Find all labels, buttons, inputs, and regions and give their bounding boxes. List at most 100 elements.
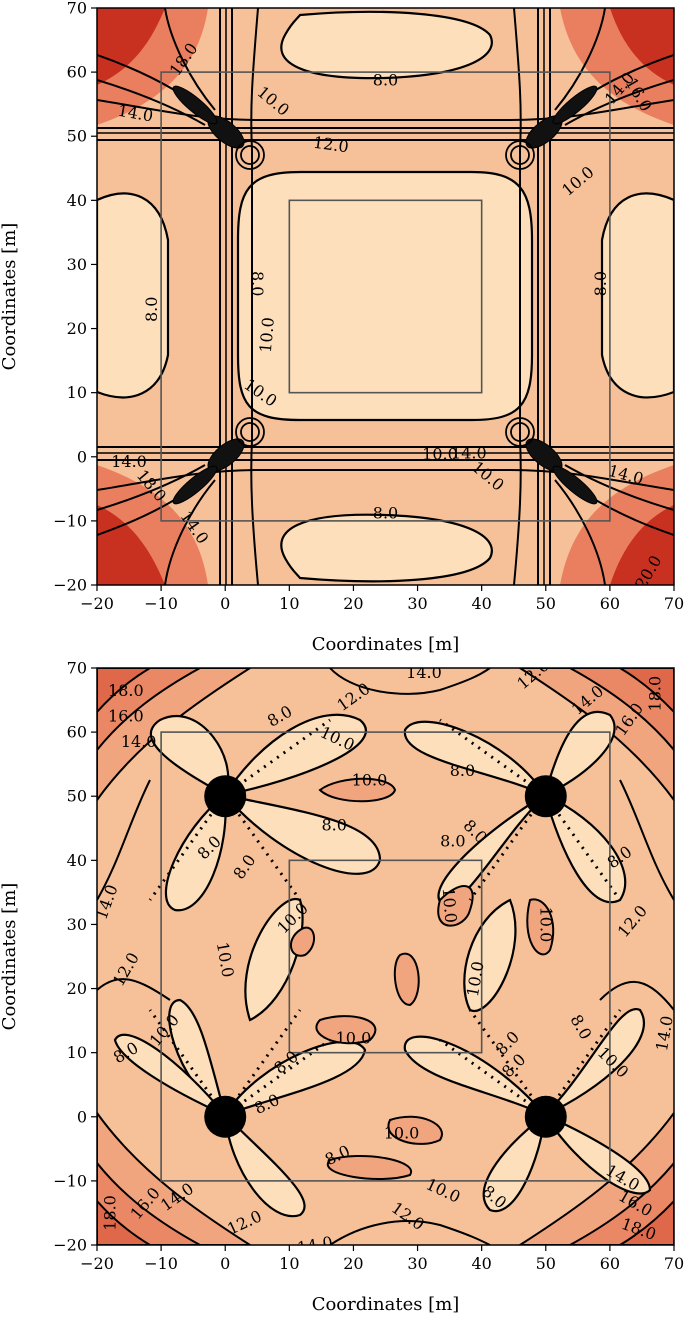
top-y-tick-label-6: 40 <box>67 191 87 210</box>
top-contour-label-16: 14.0 <box>111 452 147 471</box>
bottom-dotted-lines <box>148 718 622 1117</box>
bottom-contour-label-36: 14.0 <box>652 1014 677 1052</box>
bottom-x-tick-label-8: 60 <box>600 1254 620 1273</box>
top-y-tick-label-5: 30 <box>67 255 87 274</box>
top-frames <box>160 71 611 522</box>
bottom-contour-label-9: 8.0 <box>321 816 346 835</box>
bottom-frame-0 <box>160 731 611 1182</box>
bottom-y-tick-label-0: −20 <box>53 1236 87 1255</box>
bottom-x-tick-label-4: 20 <box>343 1254 363 1273</box>
top-x-tick-label-4: 20 <box>343 594 363 613</box>
bottom-y-tick-label-1: −10 <box>53 1171 87 1190</box>
top-contour-label-4: 8.0 <box>591 271 610 296</box>
top-contour-label-13: 14.0 <box>451 443 487 462</box>
bottom-x-tick-label-7: 50 <box>536 1254 556 1273</box>
top-contour-field: 8.08.08.08.08.010.010.010.010.010.010.01… <box>97 8 674 585</box>
bottom-contour-label-37: 10.0 <box>384 1123 420 1142</box>
top-frame-1 <box>288 199 483 394</box>
top-north-low-region <box>280 10 493 80</box>
bottom-frame-1 <box>288 859 483 1054</box>
bottom-y-tick-label-5: 30 <box>67 915 87 934</box>
top-y-tick-label-0: −20 <box>53 576 87 595</box>
bottom-y-axis-title: Coordinates [m] <box>0 883 20 1031</box>
bottom-source-0 <box>204 775 247 818</box>
top-contour-label-1: 8.0 <box>373 504 398 523</box>
bottom-y-tick-label-9: 70 <box>67 659 87 678</box>
top-corner-tl-inner <box>97 8 165 85</box>
top-corner-regions <box>97 8 674 585</box>
bottom-y-tick-label-6: 40 <box>67 851 87 870</box>
bottom-contour-label-46: 18.0 <box>100 1195 119 1231</box>
bottom-y-tick-label-7: 50 <box>67 787 87 806</box>
bottom-ticks: −20 −10 0 10 20 30 40 50 60 70 −20 −10 0 10 20 30 40 50 60… <box>53 659 684 1274</box>
top-x-tick-label-6: 40 <box>471 594 491 613</box>
bottom-contour-label-7: 10.0 <box>352 771 388 790</box>
top-contour-label-11: 12.0 <box>312 133 350 157</box>
top-source-lobes <box>172 85 598 505</box>
top-corner-tr-inner <box>610 8 674 85</box>
top-axes-box <box>96 7 675 586</box>
top-x-tick-label-7: 50 <box>536 594 556 613</box>
bottom-corner-bands <box>97 668 674 1245</box>
top-west-low-region <box>97 192 170 399</box>
bottom-contour-label-21: 10.0 <box>536 907 555 943</box>
bottom-y-tick-label-2: 0 <box>77 1107 87 1126</box>
panel-bottom: 18.016.014.08.012.014.010.010.08.08.08.0… <box>0 659 684 1316</box>
bottom-contour-field: 18.016.014.08.012.014.010.010.08.08.08.0… <box>97 663 677 1245</box>
bottom-contour-label-17: 18.0 <box>645 676 664 712</box>
top-x-tick-label-8: 60 <box>600 594 620 613</box>
top-source-rings <box>235 140 535 447</box>
top-corner-bl-inner <box>97 505 165 585</box>
top-contour-label-2: 8.0 <box>248 271 267 296</box>
top-y-tick-label-4: 20 <box>67 319 87 338</box>
top-low-regions <box>97 10 674 583</box>
bottom-x-tick-label-9: 70 <box>664 1254 684 1273</box>
bottom-contour-label-8: 8.0 <box>450 761 475 780</box>
top-x-axis-title: Coordinates [m] <box>312 634 460 655</box>
bottom-source-3 <box>524 1095 567 1138</box>
bottom-contour-label-0: 18.0 <box>108 681 144 700</box>
bottom-source-1 <box>524 775 567 818</box>
bottom-contour-label-5: 14.0 <box>406 663 442 682</box>
top-x-tick-label-2: 0 <box>220 594 230 613</box>
top-x-tick-label-0: −20 <box>80 594 114 613</box>
bottom-contour-label-29: 10.0 <box>336 1028 372 1047</box>
top-contour-label-6: 10.0 <box>256 316 278 353</box>
bottom-contour-label-12: 8.0 <box>440 832 465 851</box>
bottom-x-tick-label-3: 10 <box>279 1254 299 1273</box>
bottom-contour-label-20: 10.0 <box>439 887 461 924</box>
top-frame-0 <box>160 71 611 522</box>
bottom-contour-label-1: 16.0 <box>108 707 144 726</box>
bottom-source-2 <box>204 1095 247 1138</box>
top-x-tick-label-1: −10 <box>144 594 178 613</box>
top-x-tick-label-5: 30 <box>407 594 427 613</box>
top-y-tick-label-9: 70 <box>67 0 87 18</box>
bottom-frames <box>160 731 611 1182</box>
bottom-y-tick-label-8: 60 <box>67 723 87 742</box>
bottom-y-tick-label-3: 10 <box>67 1043 87 1062</box>
top-contour-label-0: 8.0 <box>373 70 398 89</box>
top-y-tick-label-7: 50 <box>67 127 87 146</box>
top-contour-label-3: 8.0 <box>142 297 161 322</box>
panel-top: 8.08.08.08.08.010.010.010.010.010.010.01… <box>0 0 684 655</box>
top-y-axis-title: Coordinates [m] <box>0 223 20 371</box>
bottom-x-tick-label-2: 0 <box>220 1254 230 1273</box>
bottom-medium-patches <box>290 777 555 1181</box>
bottom-contour-label-2: 14.0 <box>121 732 157 751</box>
top-central-low-region <box>236 170 534 422</box>
top-x-tick-label-9: 70 <box>664 594 684 613</box>
top-east-low-region <box>600 192 674 399</box>
top-contour-label-10: 10.0 <box>422 445 458 464</box>
top-y-tick-label-8: 60 <box>67 63 87 82</box>
bottom-axes-box <box>96 667 675 1246</box>
top-south-low-region <box>280 513 493 583</box>
top-ticks: −20 −10 0 10 20 30 40 50 60 70 −20 −10 0 10 20 30 40 50 60… <box>53 0 684 613</box>
top-x-tick-label-3: 10 <box>279 594 299 613</box>
top-y-tick-label-2: 0 <box>77 447 87 466</box>
bottom-x-tick-label-6: 40 <box>471 1254 491 1273</box>
bottom-x-tick-label-5: 30 <box>407 1254 427 1273</box>
bottom-x-tick-label-0: −20 <box>80 1254 114 1273</box>
bottom-y-tick-label-4: 20 <box>67 979 87 998</box>
bottom-x-tick-label-1: −10 <box>144 1254 178 1273</box>
